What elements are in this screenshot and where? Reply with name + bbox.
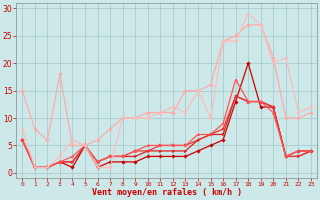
X-axis label: Vent moyen/en rafales ( km/h ): Vent moyen/en rafales ( km/h ) [92, 188, 242, 197]
